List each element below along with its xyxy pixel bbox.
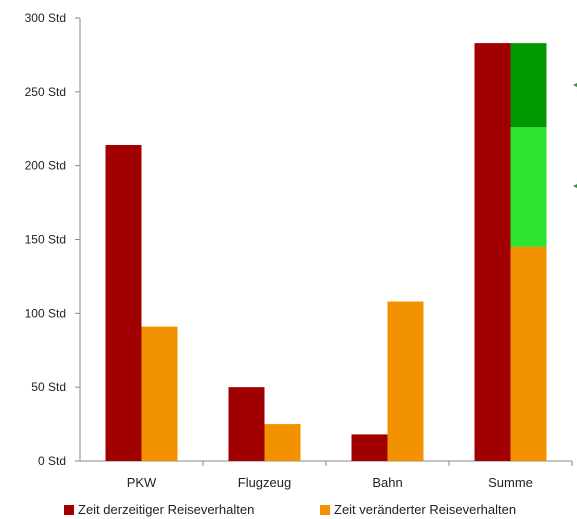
y-tick-label: 200 Std (25, 159, 66, 173)
bar-current-pkw (105, 144, 142, 461)
y-tick-label: 150 Std (25, 233, 66, 247)
bar-changed-flugzeug (264, 424, 301, 461)
y-tick-label: 250 Std (25, 85, 66, 99)
bar-current-summe (474, 43, 511, 461)
y-tick-label: 50 Std (31, 380, 66, 394)
bar-current-bahn (351, 434, 388, 461)
legend-swatch-changed (320, 504, 330, 515)
highlight-segment (510, 43, 547, 128)
bar-changed-pkw (141, 326, 178, 461)
chart-bars (105, 43, 547, 461)
y-axis-tick-labels: 0 Std 50 Std 100 Std 150 Std 200 Std 250 Std 3… (25, 11, 66, 468)
annotation-arrowhead (573, 83, 577, 87)
y-tick-label: 100 Std (25, 306, 66, 320)
legend-item-changed: Zeit veränderter Reiseverhalten (320, 502, 516, 517)
bar-changed-bahn (387, 301, 424, 461)
x-category-label: PKW (127, 475, 157, 490)
y-tick-label: 0 Std (38, 454, 66, 468)
y-tick-label: 300 Std (25, 11, 66, 25)
annotation-arrowhead (573, 184, 577, 188)
legend-label-changed: Zeit veränderter Reiseverhalten (334, 502, 517, 517)
legend-item-current: Zeit derzeitiger Reiseverhalten (64, 502, 254, 517)
bar-current-flugzeug (228, 387, 265, 461)
x-category-label: Summe (488, 475, 533, 490)
legend-label-current: Zeit derzeitiger Reiseverhalten (78, 502, 255, 517)
bar-changed-summe (510, 246, 547, 461)
x-axis-category-labels: PKW Flugzeug Bahn Summe (127, 475, 533, 490)
x-category-label: Flugzeug (238, 475, 291, 490)
annotation-arrows (573, 83, 577, 188)
x-category-label: Bahn (372, 475, 402, 490)
legend-swatch-current (64, 504, 74, 515)
highlight-segment (510, 127, 547, 247)
